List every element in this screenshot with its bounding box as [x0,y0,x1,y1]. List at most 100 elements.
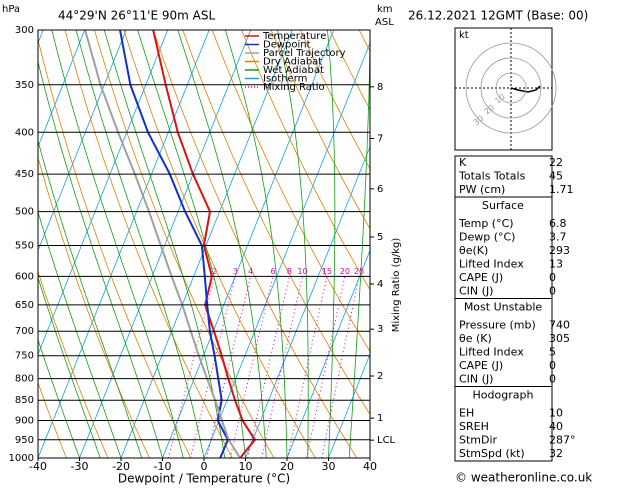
mixing-ratio-label: 20 [340,267,350,276]
index-label: Totals Totals [458,170,526,183]
y-tick-label: 700 [15,326,34,337]
y-tick-label: 300 [15,25,34,36]
mixing-axis-title: Mixing Ratio (g/kg) [391,238,402,333]
wet-adiabat [76,30,204,458]
dry-adiabat [212,30,440,458]
km-tick-label: 1 [377,413,383,424]
footer: © weatheronline.co.uk [455,471,592,485]
x-tick-label: 40 [363,460,377,473]
index-label: θe (K) [459,332,492,345]
x-tick-label: -30 [71,460,89,473]
y-tick-label: 500 [15,207,34,218]
index-label: CAPE (J) [459,359,503,372]
x-tick-label: 0 [201,460,208,473]
y-tick-label: 650 [15,300,34,311]
isotherm [287,30,458,458]
mixing-ratio-line [322,276,359,458]
wet-adiabat [52,30,184,458]
hodograph-ring-label: 10 [493,92,507,105]
index-label: PW (cm) [459,183,505,196]
mixing-ratio-line [207,276,251,458]
x-tick-label: -10 [154,460,172,473]
km-tick-label: 7 [377,133,383,144]
dry-adiabat [565,30,629,458]
index-label: Lifted Index [459,346,524,359]
y-tick-label: 900 [15,416,34,427]
index-label: Dewp (°C) [459,231,515,244]
mixing-ratio-label: 3 [233,267,238,276]
mixing-ratio-line [190,276,235,458]
index-label: Temp (°C) [458,217,514,230]
dry-adiabat [124,30,316,458]
x-tick-label: 30 [322,460,336,473]
section-header: Surface [482,199,524,212]
index-label: CIN (J) [459,285,493,298]
wet-adiabat [349,30,370,458]
chart-title: 44°29'N 26°11'E 90m ASL [58,9,215,23]
wet-adiabat [278,30,309,458]
chart-subtitle: 26.12.2021 12GMT (Base: 00) [408,9,588,23]
index-label: CIN (J) [459,373,493,386]
hodograph-label: kt [459,30,469,41]
km-tick-label: 2 [377,371,383,382]
y-tick-label: 1000 [9,453,34,464]
index-value: 45 [549,170,563,183]
y-tick-label: 850 [15,395,34,406]
x-tick-label: 20 [280,460,294,473]
profile-line [153,30,255,458]
km-tick-label: 8 [377,82,383,93]
y-tick-label: 950 [15,435,34,446]
mixing-ratio-label: 6 [270,267,275,276]
section-header: Hodograph [473,389,534,402]
index-label: Pressure (mb) [459,319,536,332]
mixing-ratio-label: 25 [354,267,364,276]
km-tick-label: 6 [377,184,383,195]
dry-adiabat [183,30,399,458]
y-tick-label: 800 [15,374,34,385]
index-value: 40 [549,420,563,433]
mixing-ratio-label: 2 [212,267,217,276]
y-tick-label: 400 [15,127,34,138]
mixing-ratio-label: 8 [287,267,292,276]
y-tick-label: 750 [15,351,34,362]
isotherm [80,30,251,458]
hodograph-ring-label: 20 [483,103,497,116]
plot-area [0,30,629,458]
x-tick-label: 10 [239,460,253,473]
y-tick-label: 350 [15,80,34,91]
index-label: K [459,156,467,169]
index-value: 10 [549,407,563,420]
km-tick-label: 4 [377,279,383,290]
index-label: EH [459,407,474,420]
index-label: StmSpd (kt) [459,447,525,460]
x-axis-title: Dewpoint / Temperature (°C) [118,472,290,486]
index-label: CAPE (J) [459,271,503,284]
wet-adiabat [0,30,80,458]
y-tick-label: 550 [15,240,34,251]
wet-adiabat [225,30,287,458]
index-label: StmDir [459,434,498,447]
km-title: ASL [375,17,394,28]
index-value: 32 [549,447,563,460]
index-label: SREH [459,420,489,433]
index-label: θe(K) [459,244,488,257]
mixing-ratio-line [230,276,273,458]
km-tick-label: LCL [377,435,396,446]
y-axis-title: hPa [2,4,20,15]
dry-adiabat [624,30,629,458]
km-tick-label: 5 [377,232,383,243]
hodograph-ring-label: 30 [472,114,486,127]
index-value: 22 [549,156,563,169]
index-label: Lifted Index [459,258,524,271]
index-value: 287° [549,434,576,447]
mixing-ratio-label: 15 [322,267,332,276]
km-tick-label: 3 [377,324,383,335]
profile-line [85,30,240,458]
legend-label: Mixing Ratio [263,82,325,93]
section-header: Most Unstable [464,301,543,314]
dry-adiabat [95,30,274,458]
isotherm [0,30,2,458]
y-tick-label: 450 [15,169,34,180]
